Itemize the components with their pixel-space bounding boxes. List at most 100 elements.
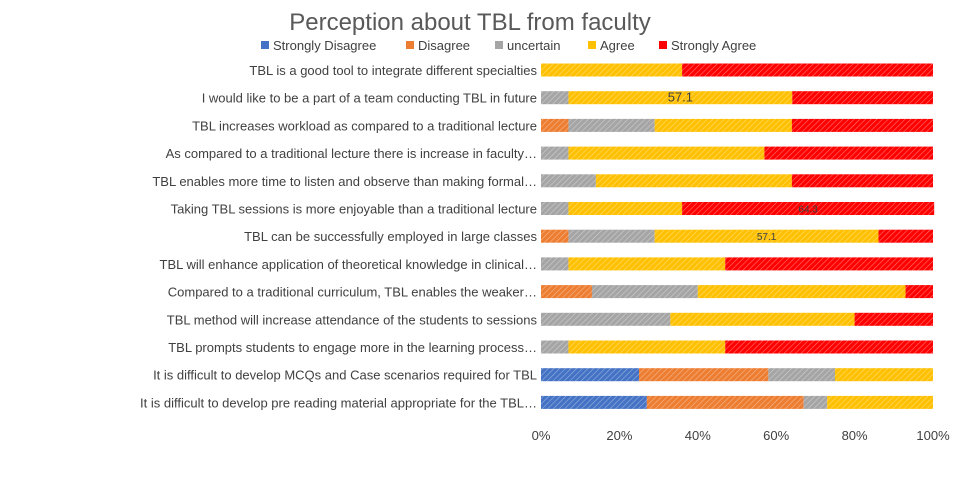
bar-segment-texture: [697, 285, 906, 299]
legend-label: uncertain: [507, 38, 560, 53]
bar-segment-texture: [878, 229, 933, 243]
bar-segment-texture: [654, 229, 879, 243]
bar-segment-texture: [541, 368, 639, 382]
bars: [541, 63, 935, 409]
category-label: TBL can be successfully employed in larg…: [244, 229, 537, 244]
category-label: Compared to a traditional curriculum, TB…: [168, 285, 537, 300]
x-tick-label: 80%: [842, 428, 868, 443]
bar-segment-texture: [595, 174, 792, 188]
bar-row: [541, 202, 935, 215]
bar-segment-texture: [905, 285, 933, 299]
legend-item: Strongly Agree: [659, 38, 756, 53]
data-label: 57.1: [757, 232, 777, 243]
bar-segment-texture: [827, 395, 933, 409]
bar-segment-texture: [803, 395, 828, 409]
legend-label: Strongly Agree: [671, 38, 756, 53]
bar-segment-texture: [835, 368, 933, 382]
x-tick-label: 100%: [916, 428, 950, 443]
legend-swatch: [588, 41, 596, 49]
legend-swatch: [659, 41, 667, 49]
bar-segment-texture: [646, 395, 804, 409]
bar-segment-texture: [541, 91, 569, 105]
bar-segment-texture: [682, 63, 933, 77]
bar-row: [541, 174, 933, 188]
bar-segment-texture: [791, 174, 933, 188]
data-labels: 57.1 64.3 57.1: [668, 90, 819, 244]
category-label: TBL prompts students to engage more in t…: [168, 340, 537, 355]
bar-row: [541, 257, 933, 271]
legend-label: Disagree: [418, 38, 470, 53]
bar-segment-texture: [541, 285, 592, 299]
category-label: TBL enables more time to listen and obse…: [152, 174, 537, 189]
bar-segment-texture: [792, 91, 933, 105]
chart-title: Perception about TBL from faculty: [289, 9, 651, 36]
bar-segment-texture: [568, 146, 765, 160]
bar-segment-texture: [541, 202, 569, 215]
category-label: I would like to be a part of a team cond…: [202, 91, 537, 106]
x-tick-label: 20%: [606, 428, 632, 443]
bar-row: [541, 368, 933, 382]
bar-segment-texture: [764, 146, 933, 160]
bar-segment-texture: [541, 118, 569, 132]
data-label: 57.1: [668, 90, 693, 105]
bar-segment-texture: [791, 118, 933, 132]
category-label: TBL will enhance application of theoreti…: [160, 257, 537, 272]
bar-row: [541, 395, 933, 409]
legend-swatch: [495, 41, 503, 49]
bar-row: [541, 146, 933, 160]
bar-segment-texture: [725, 257, 933, 271]
category-label: TBL is a good tool to integrate differen…: [249, 63, 537, 78]
bar-segment-texture: [854, 312, 933, 326]
category-label: TBL increases workload as compared to a …: [192, 118, 537, 133]
category-label: It is difficult to develop MCQs and Case…: [153, 368, 537, 383]
bar-segment-texture: [541, 174, 596, 188]
bar-row: [541, 312, 933, 326]
bar-segment-texture: [568, 118, 655, 132]
bar-segment-texture: [654, 118, 792, 132]
x-tick-label: 40%: [685, 428, 711, 443]
bar-segment-texture: [541, 257, 569, 271]
category-label: As compared to a traditional lecture the…: [166, 146, 537, 161]
bar-segment-texture: [568, 91, 793, 105]
bar-segment-texture: [670, 312, 855, 326]
legend: Strongly Disagree Disagree uncertain Agree S…: [261, 38, 756, 53]
bar-row: [541, 63, 933, 77]
legend-item: uncertain: [495, 38, 560, 53]
category-label: It is difficult to develop pre reading m…: [140, 395, 537, 410]
legend-item: Disagree: [406, 38, 470, 53]
bar-row: [541, 118, 933, 132]
bar-segment-texture: [591, 285, 698, 299]
category-label: TBL method will increase attendance of t…: [167, 312, 538, 327]
legend-swatch: [261, 41, 269, 49]
bar-segment-texture: [541, 63, 683, 77]
bar-row: [541, 91, 933, 105]
data-label: 64.3: [798, 205, 818, 216]
x-tick-label: 60%: [763, 428, 789, 443]
bar-segment-texture: [568, 340, 726, 354]
category-label: Taking TBL sessions is more enjoyable th…: [171, 202, 537, 217]
bar-segment-texture: [541, 312, 671, 326]
bar-segment-texture: [541, 395, 647, 409]
bar-segment-texture: [682, 202, 935, 215]
x-tick-label: 0%: [532, 428, 551, 443]
legend-swatch: [406, 41, 414, 49]
legend-item: Agree: [588, 38, 635, 53]
bar-row: [541, 229, 933, 243]
bar-row: [541, 340, 933, 354]
bar-segment-texture: [768, 368, 835, 382]
legend-item: Strongly Disagree: [261, 38, 376, 53]
bar-segment-texture: [541, 146, 569, 160]
bar-row: [541, 285, 933, 299]
bar-segment-texture: [541, 229, 569, 243]
legend-label: Agree: [600, 38, 635, 53]
bar-segment-texture: [568, 257, 726, 271]
x-axis: 0% 20% 40% 60% 80% 100%: [532, 428, 950, 443]
legend-label: Strongly Disagree: [273, 38, 376, 53]
bar-segment-texture: [725, 340, 933, 354]
category-labels: TBL is a good tool to integrate differen…: [140, 63, 537, 410]
bar-segment-texture: [568, 229, 655, 243]
bar-segment-texture: [541, 340, 569, 354]
bar-segment-texture: [639, 368, 769, 382]
